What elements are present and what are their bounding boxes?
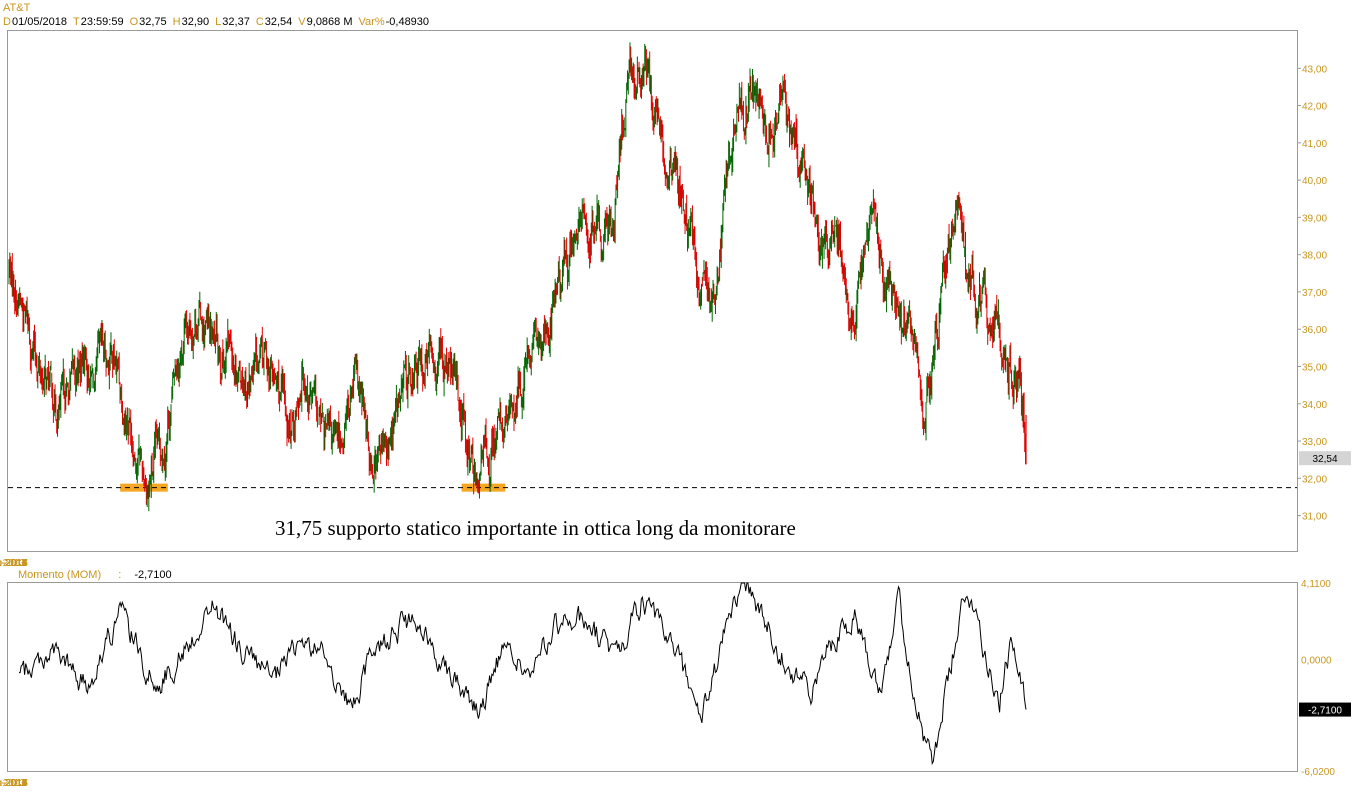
info-value: 32,90 — [181, 16, 210, 28]
x-tick-label: 02-Dic-2013 — [0, 778, 28, 789]
x-tick-label: 01-Giu-2015 — [0, 778, 28, 789]
info-value: 32,37 — [222, 16, 250, 28]
ind-y-tick-label: 4,1100 — [1301, 579, 1331, 590]
info-value: 32,75 — [139, 16, 167, 28]
indicator-label: Momento (MOM) : -2,7100 — [18, 569, 172, 581]
indicator-y-axis: -6,0200 0,0000 4,1100 — [1301, 579, 1335, 778]
ind-y-tick-label: 0,0000 — [1301, 655, 1332, 666]
y-tick-label: 33,00 — [1302, 437, 1327, 448]
info-key: D — [3, 16, 11, 28]
y-tick-label: 40,00 — [1302, 176, 1327, 187]
x-tick-label: 01-Dic-2015 — [0, 558, 28, 569]
x-tick-label: 01-Giu-2017 — [0, 778, 28, 789]
support-zone — [461, 483, 506, 492]
info-value: -0,48930 — [385, 16, 430, 28]
support-annotation: 31,75 supporto statico importante in ott… — [275, 516, 796, 540]
ind-y-tick-label: -6,0200 — [1301, 767, 1335, 778]
info-key: V — [298, 16, 306, 28]
x-tick-label: 02-Dic-2013 — [0, 558, 28, 569]
y-tick-label: 37,00 — [1302, 288, 1327, 299]
info-key: C — [255, 16, 264, 28]
x-tick-label: 01-Dic-2015 — [0, 778, 28, 789]
chart-title: AT&T — [3, 2, 31, 14]
indicator-separator: : — [118, 569, 122, 581]
indicator-value: -2,7100 — [134, 569, 172, 581]
y-tick-label: 35,00 — [1302, 362, 1327, 373]
x-tick-label: 01-Giu-2017 — [0, 558, 28, 569]
info-value: 01/05/2018 — [11, 16, 68, 28]
info-value: 32,54 — [264, 16, 293, 28]
y-tick-label: 36,00 — [1302, 325, 1327, 336]
last-price-label: 32,54 — [1299, 451, 1351, 466]
info-key: H — [172, 16, 181, 28]
indicator-x-axis: 3-Giu-201302-Dic-201302-Giu-201401-Dic-2… — [0, 778, 28, 789]
y-tick-label: 32,00 — [1302, 474, 1327, 485]
x-tick-label: 01-Dic-2014 — [0, 778, 28, 789]
info-key: T — [73, 16, 80, 28]
last-momentum-box — [1299, 702, 1351, 717]
last-momentum-text: -2,7100 — [1308, 706, 1342, 717]
info-key: L — [215, 16, 222, 28]
price-y-axis: 31,00 32,00 33,00 34,00 35,00 36,00 37,00 38,00… — [1297, 64, 1327, 523]
x-tick-label: 01-Dic-2016 — [0, 778, 28, 789]
x-tick-label: 3-Giu-2013 — [0, 558, 25, 569]
x-tick-label: 01-Dic-2017 — [0, 778, 28, 789]
y-tick-label: 34,00 — [1302, 400, 1327, 411]
candles — [8, 42, 1027, 512]
x-tick-label: 01-Dic-2016 — [0, 558, 28, 569]
x-tick-label: 01-Giu-2015 — [0, 558, 28, 569]
price-x-axis: 3-Giu-201302-Dic-201302-Giu-201401-Dic-2… — [0, 558, 28, 569]
info-key: O — [129, 16, 139, 28]
x-tick-label: 01-Dic-2017 — [0, 558, 28, 569]
info-value: 23:59:59 — [80, 16, 124, 28]
x-tick-label: 01-Giu-2016 — [0, 778, 28, 789]
last-momentum-label: -2,7100 — [1299, 702, 1351, 717]
x-tick-label: 01-Dic-2014 — [0, 558, 28, 569]
price-panel-frame — [7, 30, 1298, 552]
x-tick-label: 02-Giu-2014 — [0, 558, 28, 569]
info-value: 9,0868 M — [306, 16, 353, 28]
y-tick-label: 43,00 — [1302, 64, 1327, 75]
x-tick-label: 02-Giu-2014 — [0, 778, 28, 789]
y-tick-label: 31,00 — [1302, 512, 1327, 523]
y-tick-label: 41,00 — [1302, 139, 1327, 150]
support-zones — [120, 483, 506, 492]
x-tick-label: 3-Giu-2013 — [0, 778, 25, 789]
indicator-name: Momento (MOM) — [18, 569, 102, 581]
y-tick-label: 38,00 — [1302, 251, 1327, 262]
last-price-text: 32,54 — [1312, 454, 1337, 465]
y-tick-label: 42,00 — [1302, 102, 1327, 113]
y-tick-label: 39,00 — [1302, 213, 1327, 224]
last-price-box — [1299, 451, 1351, 466]
momentum-line — [18, 582, 1027, 766]
x-tick-label: 01-Giu-2016 — [0, 558, 28, 569]
ohlc-info-bar: D01/05/2018 T23:59:59 O32,75 H32,90 L32,37 C3… — [3, 16, 435, 28]
indicator-panel-frame — [7, 582, 1298, 772]
info-key: Var% — [358, 16, 385, 28]
